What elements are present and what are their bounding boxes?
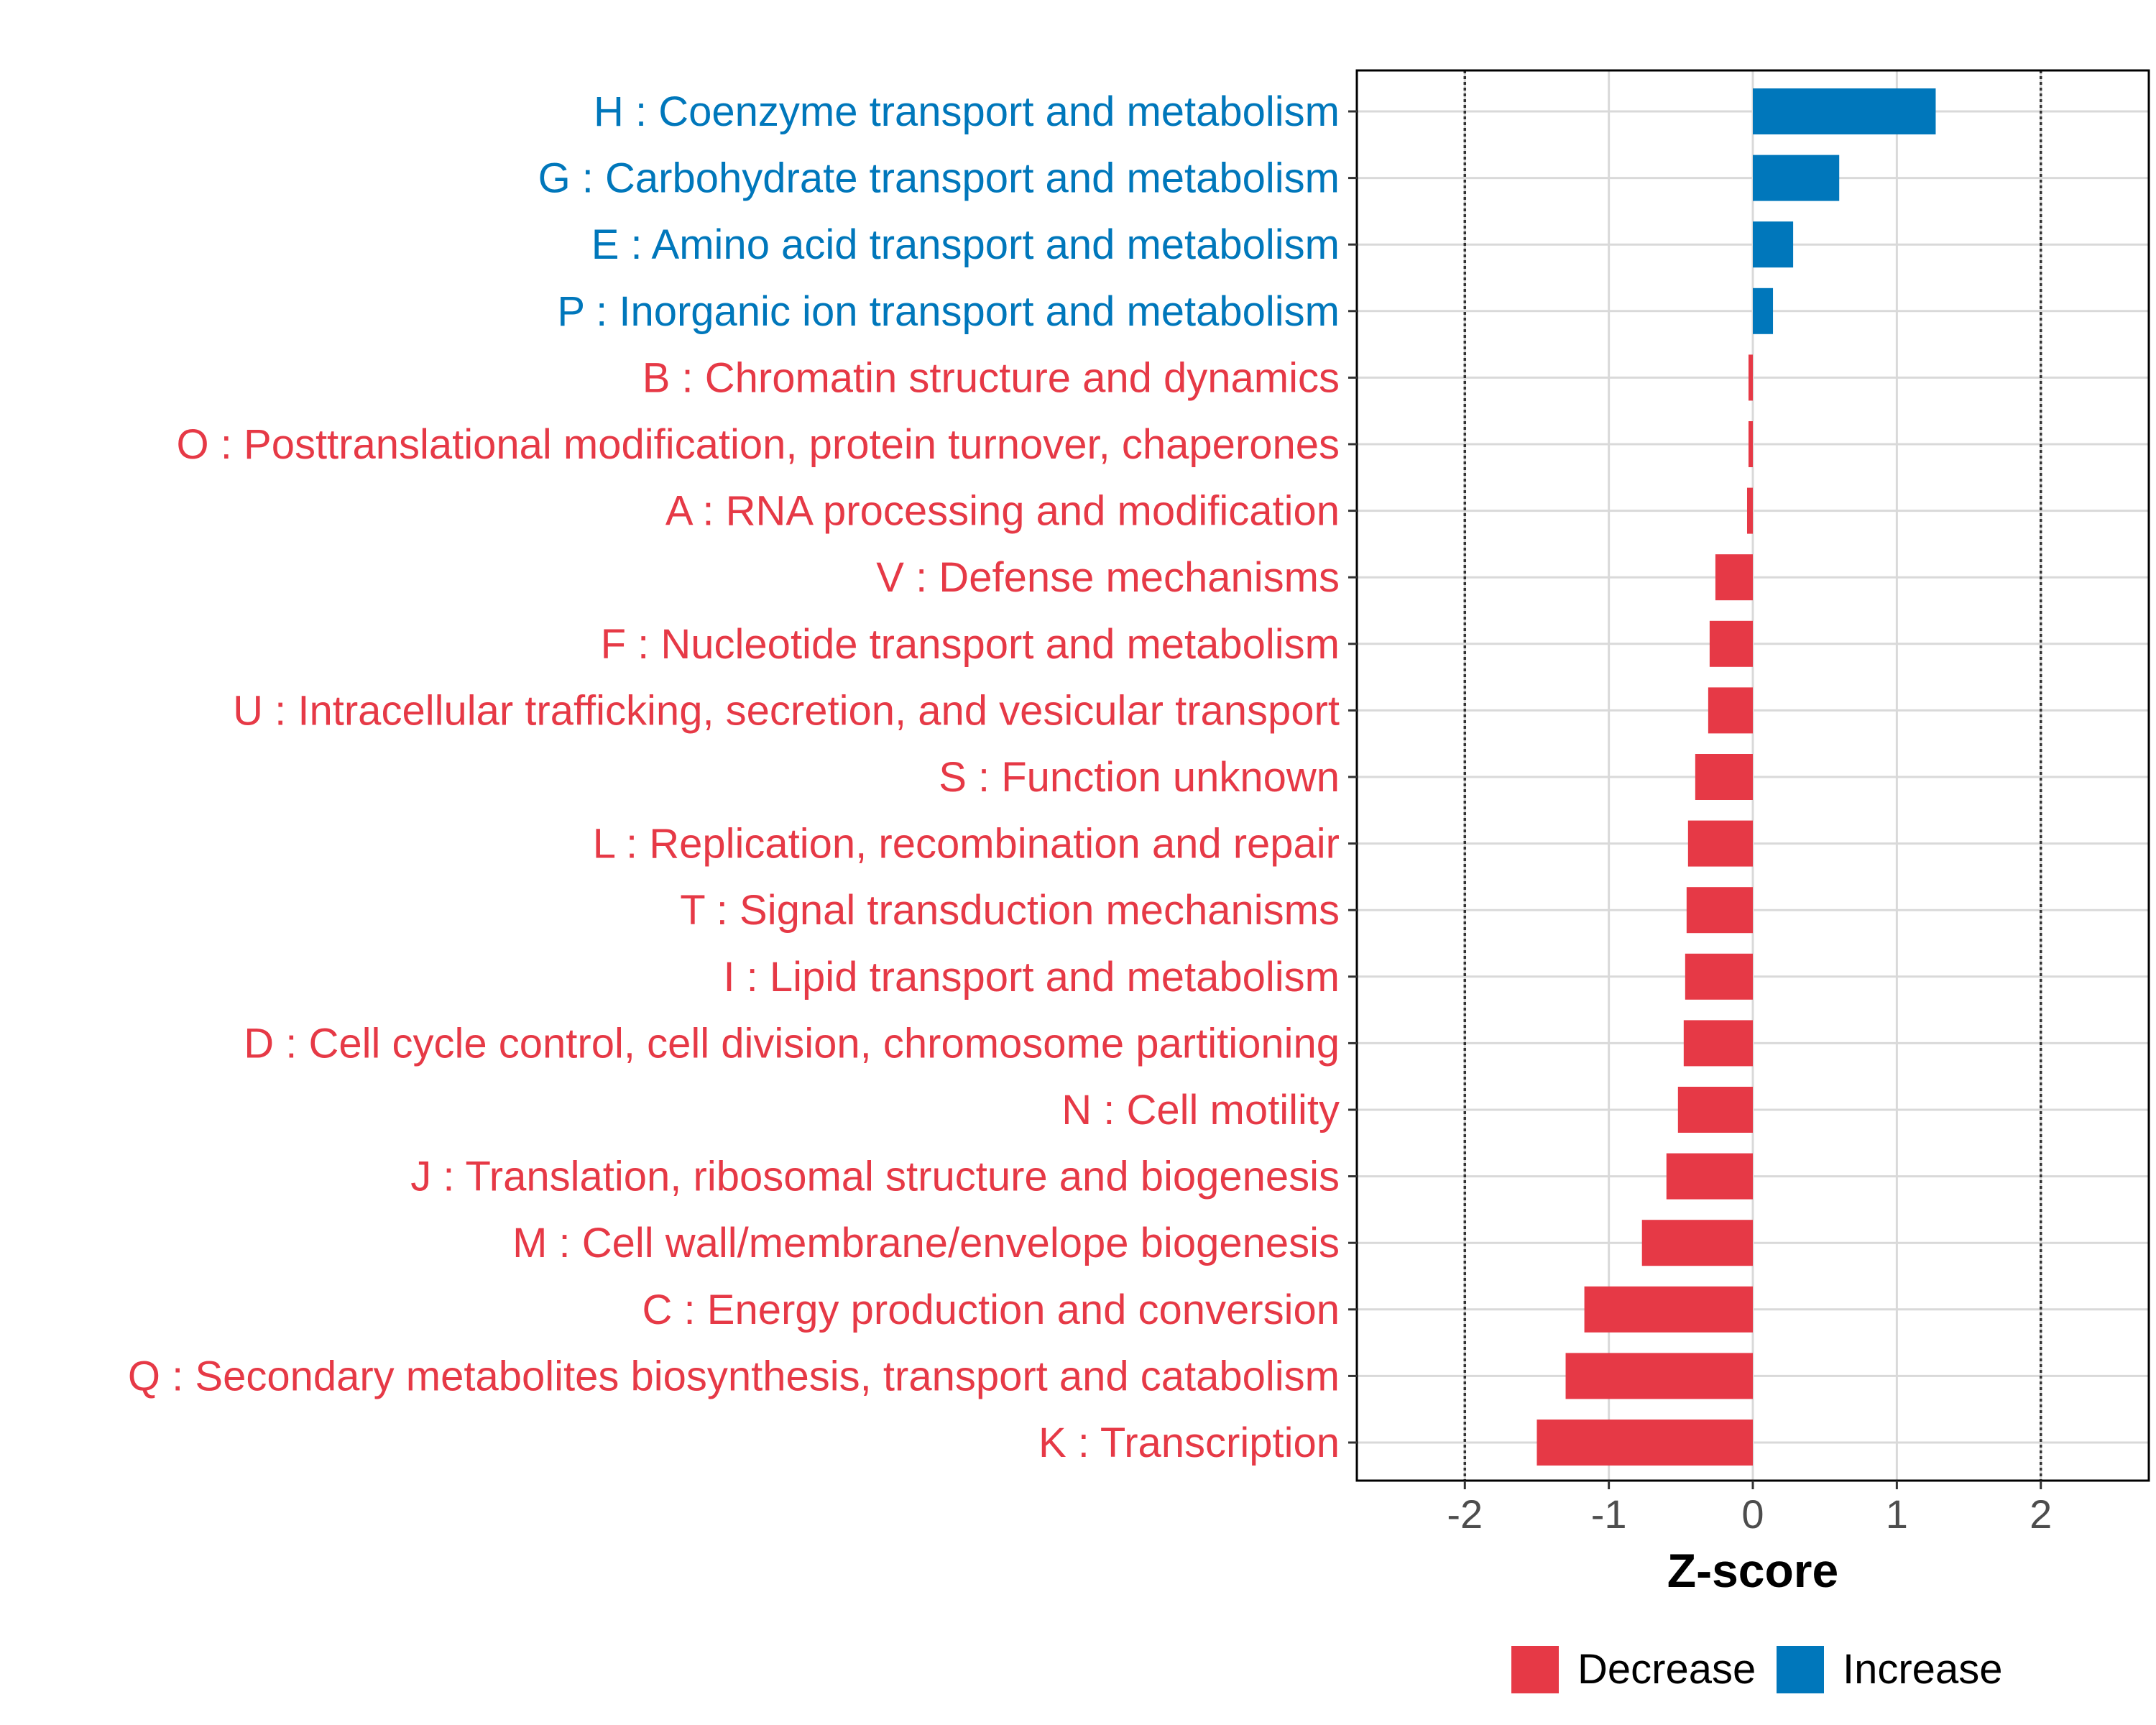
category-label: B : Chromatin structure and dynamics bbox=[642, 354, 1340, 401]
reference-lines-layer bbox=[1463, 70, 2042, 1481]
bar bbox=[1584, 1286, 1753, 1333]
legend-label: Increase bbox=[1843, 1646, 2002, 1693]
bar bbox=[1687, 820, 1753, 867]
bar bbox=[1677, 1087, 1753, 1133]
category-label: I : Lipid transport and metabolism bbox=[723, 954, 1340, 1000]
x-axis-title: Z-score bbox=[1667, 1544, 1838, 1597]
category-label: A : RNA processing and modification bbox=[665, 488, 1340, 535]
bar bbox=[1686, 887, 1753, 934]
bar bbox=[1565, 1353, 1753, 1399]
x-tick-label: -2 bbox=[1447, 1491, 1483, 1537]
category-label: M : Cell wall/membrane/envelope biogenes… bbox=[512, 1220, 1340, 1266]
bar bbox=[1683, 1020, 1753, 1067]
x-tick-label: 1 bbox=[1886, 1491, 1908, 1537]
category-label: P : Inorganic ion transport and metaboli… bbox=[557, 288, 1340, 335]
category-label: H : Coenzyme transport and metabolism bbox=[594, 88, 1340, 135]
category-label: G : Carbohydrate transport and metabolis… bbox=[538, 155, 1340, 202]
legend-key bbox=[1777, 1646, 1824, 1693]
category-label: E : Amino acid transport and metabolism bbox=[591, 221, 1340, 268]
bar bbox=[1641, 1220, 1753, 1266]
x-tick-label: -1 bbox=[1591, 1491, 1627, 1537]
bar bbox=[1748, 354, 1753, 401]
category-label: K : Transcription bbox=[1038, 1420, 1340, 1466]
category-label: D : Cell cycle control, cell division, c… bbox=[244, 1020, 1340, 1067]
category-label: S : Function unknown bbox=[939, 754, 1340, 801]
bar bbox=[1666, 1153, 1753, 1200]
category-label: O : Posttranslational modification, prot… bbox=[177, 421, 1340, 468]
bar bbox=[1753, 288, 1774, 334]
bar bbox=[1748, 421, 1753, 467]
category-label: T : Signal transduction mechanisms bbox=[680, 887, 1340, 934]
category-label: Q : Secondary metabolites biosynthesis, … bbox=[128, 1353, 1340, 1399]
legend-key bbox=[1511, 1646, 1559, 1693]
category-label: J : Translation, ribosomal structure and… bbox=[410, 1154, 1340, 1200]
category-label: U : Intracellular trafficking, secretion… bbox=[233, 687, 1340, 734]
category-label: N : Cell motility bbox=[1061, 1087, 1340, 1133]
bar bbox=[1753, 221, 1794, 268]
x-tick-label: 2 bbox=[2030, 1491, 2052, 1537]
bar bbox=[1753, 155, 1840, 201]
bar bbox=[1537, 1420, 1753, 1466]
legend-label: Decrease bbox=[1577, 1646, 1756, 1693]
category-label: V : Defense mechanisms bbox=[876, 554, 1340, 601]
bar bbox=[1695, 754, 1753, 800]
bar bbox=[1708, 687, 1753, 734]
bar bbox=[1753, 88, 1936, 134]
category-label: F : Nucleotide transport and metabolism bbox=[601, 621, 1340, 668]
bar bbox=[1715, 554, 1753, 601]
bar bbox=[1709, 620, 1753, 667]
y-axis: H : Coenzyme transport and metabolism G :… bbox=[128, 88, 1357, 1466]
x-tick-label: 0 bbox=[1741, 1491, 1764, 1537]
bars-layer bbox=[1537, 88, 1936, 1466]
bar bbox=[1746, 487, 1753, 534]
category-label: C : Energy production and conversion bbox=[642, 1287, 1340, 1333]
x-axis: -2 -1 0 1 2 bbox=[1447, 1481, 2052, 1537]
legend: Decrease Increase bbox=[1511, 1646, 2002, 1693]
category-label: L : Replication, recombination and repai… bbox=[593, 821, 1340, 868]
bar bbox=[1685, 953, 1753, 1000]
